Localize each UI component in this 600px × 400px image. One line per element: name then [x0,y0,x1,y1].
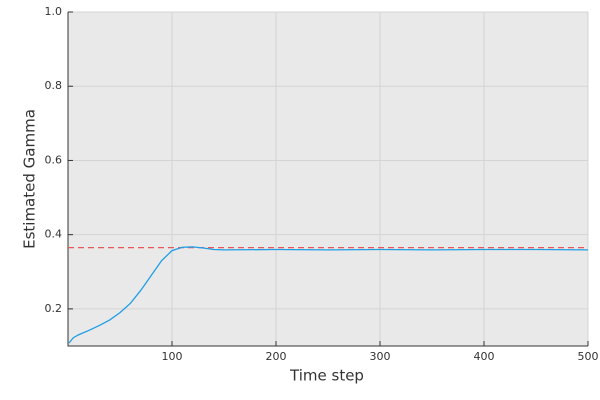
axes [67,12,588,347]
x-tick-label: 100 [162,350,183,363]
x-axis-title: Time step [289,367,364,385]
x-tick-label: 400 [474,350,495,363]
y-tick-label: 1.0 [45,5,63,18]
plot-background [68,12,588,346]
line-series [68,246,589,344]
x-tick-label: 500 [578,350,599,363]
y-axis-title: Estimated Gamma [21,109,39,249]
x-tick-label: 200 [266,350,287,363]
y-tick-label: 0.8 [45,79,63,92]
y-tick-label: 0.6 [45,153,63,166]
y-tick-label: 0.4 [45,228,63,241]
y-tick-label: 0.2 [45,302,63,315]
x-tick-label: 300 [370,350,391,363]
